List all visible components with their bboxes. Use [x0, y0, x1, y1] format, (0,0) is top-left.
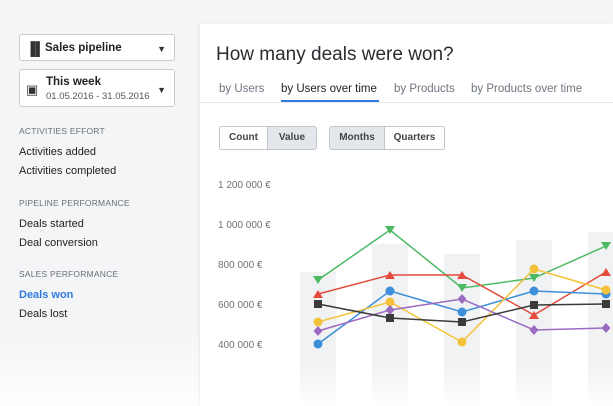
- report-panel: How many deals were won? by Users by Use…: [200, 24, 613, 406]
- page-title: How many deals were won?: [216, 44, 454, 65]
- series-point: [313, 326, 323, 336]
- tab-by-products[interactable]: by Products: [394, 83, 455, 95]
- y-tick-label: 800 000 €: [218, 260, 263, 271]
- series-point: [385, 286, 395, 296]
- series-point: [385, 305, 395, 315]
- series-point: [601, 285, 611, 295]
- period-select-range: 01.05.2016 - 31.05.2016: [46, 91, 150, 102]
- pipeline-icon: ▐▌: [26, 41, 45, 56]
- period-select-label: This week: [46, 76, 101, 88]
- series-point: [385, 271, 395, 279]
- section-title-activities: ACTIVITIES EFFORT: [19, 126, 105, 136]
- series-point: [601, 242, 611, 250]
- series-point: [386, 314, 394, 322]
- series-point: [314, 300, 322, 308]
- series-point: [529, 274, 539, 282]
- section-title-pipeline: PIPELINE PERFORMANCE: [19, 198, 130, 208]
- nav-deals-won[interactable]: Deals won: [19, 289, 74, 301]
- background-bar: [372, 244, 408, 406]
- y-tick-label: 400 000 €: [218, 340, 263, 351]
- tab-by-users-over-time[interactable]: by Users over time: [281, 83, 377, 95]
- background-bar: [588, 232, 613, 406]
- series-point: [313, 339, 323, 349]
- series-point: [601, 323, 611, 333]
- series-point: [457, 337, 467, 347]
- period-select[interactable]: ▣ This week 01.05.2016 - 31.05.2016 ▼: [19, 69, 175, 107]
- series-point: [313, 290, 323, 298]
- series-point: [457, 294, 467, 304]
- series-point: [385, 297, 395, 307]
- series-point: [458, 318, 466, 326]
- series-point: [529, 311, 539, 319]
- quarters-toggle-button[interactable]: Quarters: [384, 126, 445, 150]
- nav-deals-lost[interactable]: Deals lost: [19, 308, 68, 320]
- value-toggle-button[interactable]: Value: [267, 126, 317, 150]
- months-toggle-button[interactable]: Months: [329, 126, 385, 150]
- series-point: [385, 226, 395, 234]
- chevron-down-icon: ▼: [157, 44, 166, 54]
- pipeline-select-label: Sales pipeline: [45, 42, 122, 54]
- calendar-icon: ▣: [26, 82, 39, 97]
- active-tab-indicator: [281, 100, 379, 102]
- series-point: [529, 325, 539, 335]
- nav-activities-completed[interactable]: Activities completed: [19, 165, 117, 177]
- series-point: [529, 286, 539, 296]
- nav-deals-started[interactable]: Deals started: [19, 218, 84, 230]
- y-tick-label: 1 200 000 €: [218, 180, 271, 191]
- tab-by-products-over-time[interactable]: by Products over time: [471, 83, 583, 95]
- tab-by-users[interactable]: by Users: [219, 83, 265, 95]
- series-point: [313, 317, 323, 327]
- y-tick-label: 1 000 000 €: [218, 220, 271, 231]
- section-title-sales: SALES PERFORMANCE: [19, 269, 119, 279]
- chevron-down-icon: ▼: [157, 85, 166, 95]
- series-point: [601, 268, 611, 276]
- series-point: [457, 271, 467, 279]
- series-point: [457, 307, 467, 317]
- nav-activities-added[interactable]: Activities added: [19, 146, 97, 158]
- tabs-divider: [200, 102, 613, 103]
- count-toggle-button[interactable]: Count: [219, 126, 268, 150]
- nav-deal-conversion[interactable]: Deal conversion: [19, 237, 98, 249]
- series-point: [313, 276, 323, 284]
- series-point: [457, 284, 467, 292]
- pipeline-select[interactable]: ▐▌ Sales pipeline ▼: [19, 34, 175, 61]
- series-point: [529, 264, 539, 274]
- deals-won-chart: 1 200 000 € 1 000 000 € 800 000 € 600 000 €…: [218, 180, 613, 406]
- sidebar: ▐▌ Sales pipeline ▼ ▣ This week 01.05.20…: [0, 0, 200, 406]
- y-tick-label: 600 000 €: [218, 300, 263, 311]
- series-point: [530, 301, 538, 309]
- series-point: [602, 300, 610, 308]
